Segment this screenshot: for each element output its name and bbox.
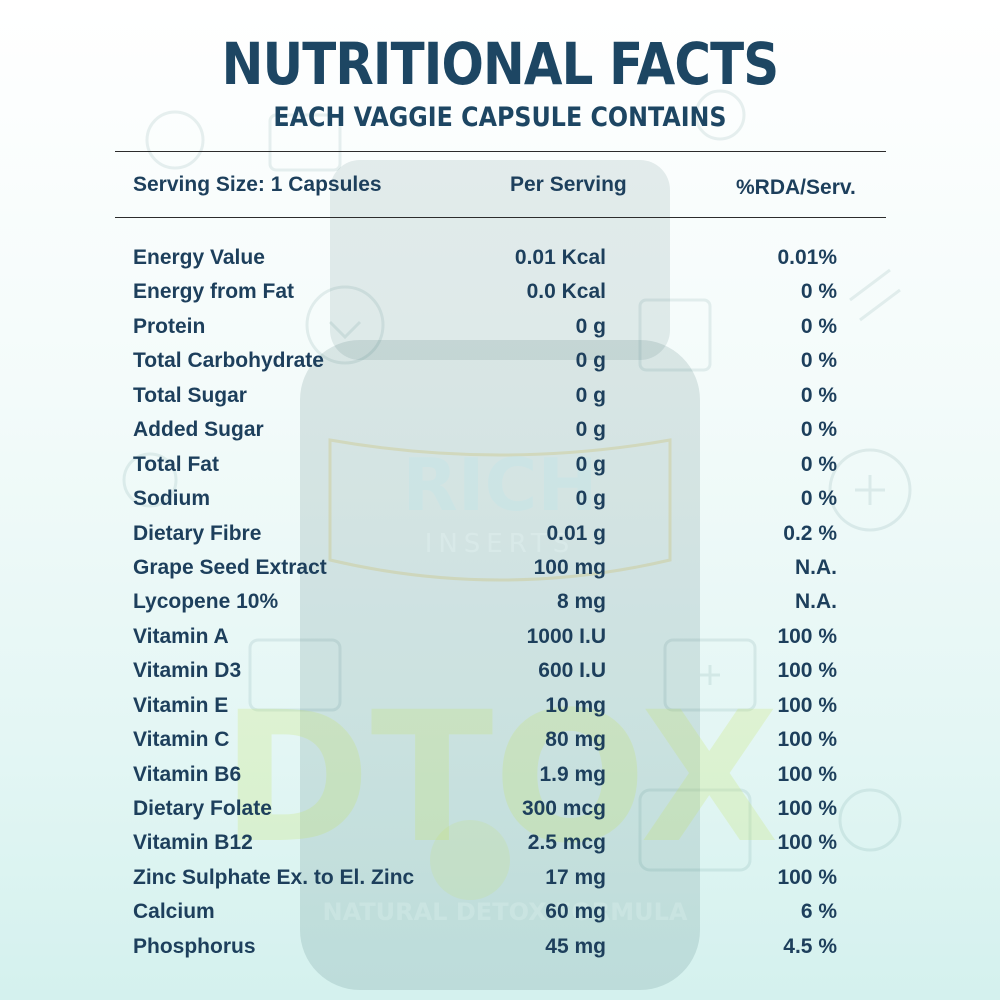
per-serving-value: 8 mg xyxy=(556,590,606,614)
table-row: Vitamin D3 600 I.U 100 % xyxy=(0,655,1000,689)
table-row: Energy Value 0.01 Kcal 0.01% xyxy=(0,242,1000,276)
table-row: Zinc Sulphate Ex. to El. Zinc 17 mg 100 % xyxy=(0,862,1000,896)
table-row: Phosphorus 45 mg 4.5 % xyxy=(0,931,1000,965)
rda-value: 0 % xyxy=(800,349,837,373)
rda-value: 100 % xyxy=(777,624,837,648)
table-row: Dietary Fibre 0.01 g 0.2 % xyxy=(0,518,1000,552)
per-serving-value: 0.0 Kcal xyxy=(526,280,606,304)
per-serving-value: 0.01 Kcal xyxy=(514,246,606,269)
rda-value: 100 % xyxy=(777,728,837,752)
rda-value: 4.5 % xyxy=(783,934,837,958)
nutrient-name: Vitamin B6 xyxy=(133,762,242,786)
nutrient-name: Protein xyxy=(133,314,206,338)
rda-value: 0 % xyxy=(800,452,837,476)
nutrition-rows: Energy Value 0.01 Kcal 0.01% Energy from Fa… xyxy=(0,242,1000,965)
nutrient-name: Vitamin D3 xyxy=(133,659,242,683)
table-row: Dietary Folate 300 mcg 100 % xyxy=(0,793,1000,827)
rda-value: 0 % xyxy=(800,418,837,442)
per-serving-value: 2.5 mcg xyxy=(527,831,606,855)
nutrient-name: Vitamin A xyxy=(133,624,229,648)
page-subtitle: EACH VAGGIE CAPSULE CONTAINS xyxy=(273,102,727,133)
column-header-rda: %RDA/Serv. xyxy=(736,176,856,199)
table-row: Vitamin A 1000 I.U 100 % xyxy=(0,621,1000,655)
nutrient-name: Vitamin E xyxy=(133,693,229,717)
nutrient-name: Sodium xyxy=(133,487,210,511)
table-row: Energy from Fat 0.0 Kcal 0 % xyxy=(0,276,1000,310)
table-header-rule xyxy=(115,217,886,218)
per-serving-value: 80 mg xyxy=(545,728,606,752)
nutrient-name: Phosphorus xyxy=(133,934,256,958)
per-serving-value: 0 g xyxy=(575,452,606,476)
per-serving-value: 0 g xyxy=(575,383,606,407)
nutrient-name: Total Sugar xyxy=(133,383,247,407)
per-serving-value: 0 g xyxy=(575,349,606,373)
per-serving-value: 300 mcg xyxy=(521,797,606,820)
rda-value: 100 % xyxy=(777,659,837,683)
nutrient-name: Zinc Sulphate Ex. to El. Zinc xyxy=(133,865,415,889)
nutrient-name: Dietary Fibre xyxy=(133,521,262,545)
per-serving-value: 10 mg xyxy=(545,693,606,717)
per-serving-value: 600 I.U xyxy=(538,659,606,683)
column-header-per-serving: Per Serving xyxy=(510,173,627,196)
per-serving-value: 0 g xyxy=(575,314,606,338)
rda-value: 100 % xyxy=(777,797,837,820)
per-serving-value: 45 mg xyxy=(545,934,606,958)
rda-value: 6 % xyxy=(800,900,837,924)
nutrient-name: Energy from Fat xyxy=(133,280,295,304)
table-top-rule xyxy=(115,151,886,152)
table-row: Total Sugar 0 g 0 % xyxy=(0,380,1000,414)
nutrient-name: Energy Value xyxy=(133,246,265,269)
table-row: Protein 0 g 0 % xyxy=(0,311,1000,345)
nutrient-name: Lycopene 10% xyxy=(133,590,279,614)
per-serving-value: 60 mg xyxy=(545,900,606,924)
nutrient-name: Total Carbohydrate xyxy=(133,349,324,373)
nutrient-name: Grape Seed Extract xyxy=(133,555,327,579)
nutrient-name: Added Sugar xyxy=(133,418,264,442)
column-header-serving-size: Serving Size: 1 Capsules xyxy=(133,173,382,196)
per-serving-value: 1.9 mg xyxy=(539,762,606,786)
rda-value: 0 % xyxy=(800,280,837,304)
nutrient-name: Total Fat xyxy=(133,452,219,476)
table-row: Sodium 0 g 0 % xyxy=(0,483,1000,517)
rda-value: 100 % xyxy=(777,865,837,889)
per-serving-value: 0.01 g xyxy=(546,521,606,545)
rda-value: 0.01% xyxy=(777,246,837,269)
table-row: Vitamin E 10 mg 100 % xyxy=(0,690,1000,724)
rda-value: 0.2 % xyxy=(783,521,837,545)
per-serving-value: 1000 I.U xyxy=(526,624,606,648)
rda-value: 100 % xyxy=(777,693,837,717)
nutrient-name: Vitamin C xyxy=(133,728,230,752)
table-row: Grape Seed Extract 100 mg N.A. xyxy=(0,552,1000,586)
nutrient-name: Dietary Folate xyxy=(133,797,272,820)
per-serving-value: 0 g xyxy=(575,418,606,442)
rda-value: N.A. xyxy=(795,555,837,579)
per-serving-value: 17 mg xyxy=(545,865,606,889)
rda-value: 100 % xyxy=(777,762,837,786)
table-row: Calcium 60 mg 6 % xyxy=(0,896,1000,930)
table-row: Total Fat 0 g 0 % xyxy=(0,449,1000,483)
per-serving-value: 0 g xyxy=(575,487,606,511)
rda-value: 0 % xyxy=(800,383,837,407)
nutrient-name: Vitamin B12 xyxy=(133,831,253,855)
rda-value: N.A. xyxy=(795,590,837,614)
nutrient-name: Calcium xyxy=(133,900,215,924)
rda-value: 0 % xyxy=(800,487,837,511)
table-row: Vitamin B12 2.5 mcg 100 % xyxy=(0,827,1000,861)
rda-value: 100 % xyxy=(777,831,837,855)
table-row: Total Carbohydrate 0 g 0 % xyxy=(0,345,1000,379)
per-serving-value: 100 mg xyxy=(533,555,606,579)
page-title: NUTRITIONAL FACTS xyxy=(221,30,779,98)
rda-value: 0 % xyxy=(800,314,837,338)
table-row: Added Sugar 0 g 0 % xyxy=(0,414,1000,448)
table-row: Lycopene 10% 8 mg N.A. xyxy=(0,586,1000,620)
table-row: Vitamin C 80 mg 100 % xyxy=(0,724,1000,758)
table-row: Vitamin B6 1.9 mg 100 % xyxy=(0,759,1000,793)
